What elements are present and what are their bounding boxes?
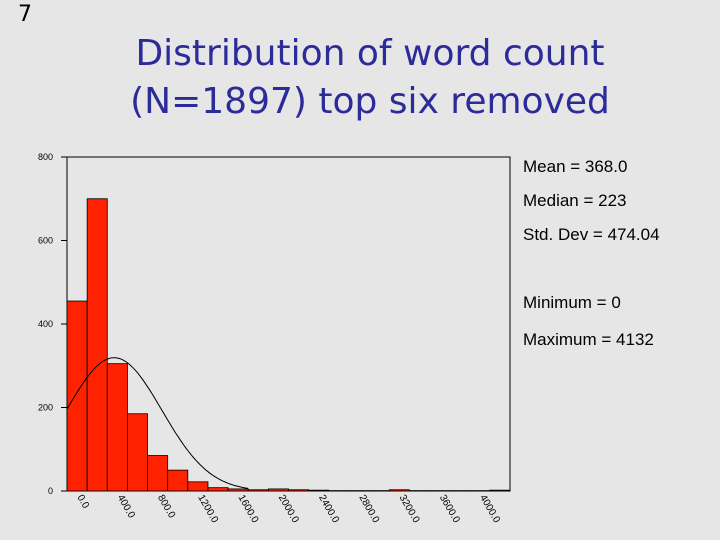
histogram-bar [227,488,249,492]
histogram-bar [207,487,229,492]
x-tick-label: 1600.0 [236,493,261,525]
stat-std-dev: Std. Dev = 474.04 [523,225,660,244]
histogram-bar [388,489,410,492]
x-tick-label: 3600.0 [437,493,462,525]
histogram-bar [247,489,269,492]
stat-mean: Mean = 368.0 [523,157,628,176]
stat-median: Median = 223 [523,191,627,210]
title-line-2: (N=1897) top six removed [130,81,610,122]
slide-number: 7 [18,2,32,27]
y-tick-label: 0 [48,486,53,496]
stat-maximum: Maximum = 4132 [523,330,654,349]
histogram-bar [127,413,148,492]
histogram-bar [489,489,511,492]
x-tick-label: 2800.0 [356,493,381,525]
histogram-bar [267,488,289,492]
x-tick-label: 4000.0 [477,493,502,525]
x-tick-label: 3200.0 [397,493,422,525]
x-tick-label: 2000.0 [276,493,301,525]
y-tick-label: 400 [38,319,53,329]
y-tick-label: 600 [38,236,53,246]
normal-curve [66,357,249,489]
histogram-bar [86,198,108,492]
x-tick-label: 0.0 [74,493,91,511]
x-tick-label: 400.0 [115,493,137,521]
histogram-bar [288,489,310,492]
histogram-bar [167,469,189,492]
title-line-1: Distribution of word count [135,33,605,74]
histogram-bar [106,363,128,492]
histogram-bar [308,489,330,492]
histogram-bar [66,300,88,492]
x-tick-label: 800.0 [155,493,177,521]
y-tick-label: 200 [38,403,53,413]
x-tick-label: 1200.0 [195,493,220,525]
histogram-bar [147,455,169,492]
x-tick-label: 2400.0 [316,493,341,525]
slide-title: Distribution of word count (N=1897) top … [60,30,680,126]
y-tick-label: 800 [38,152,53,162]
stat-minimum: Minimum = 0 [523,293,621,312]
histogram-bar [187,481,209,492]
